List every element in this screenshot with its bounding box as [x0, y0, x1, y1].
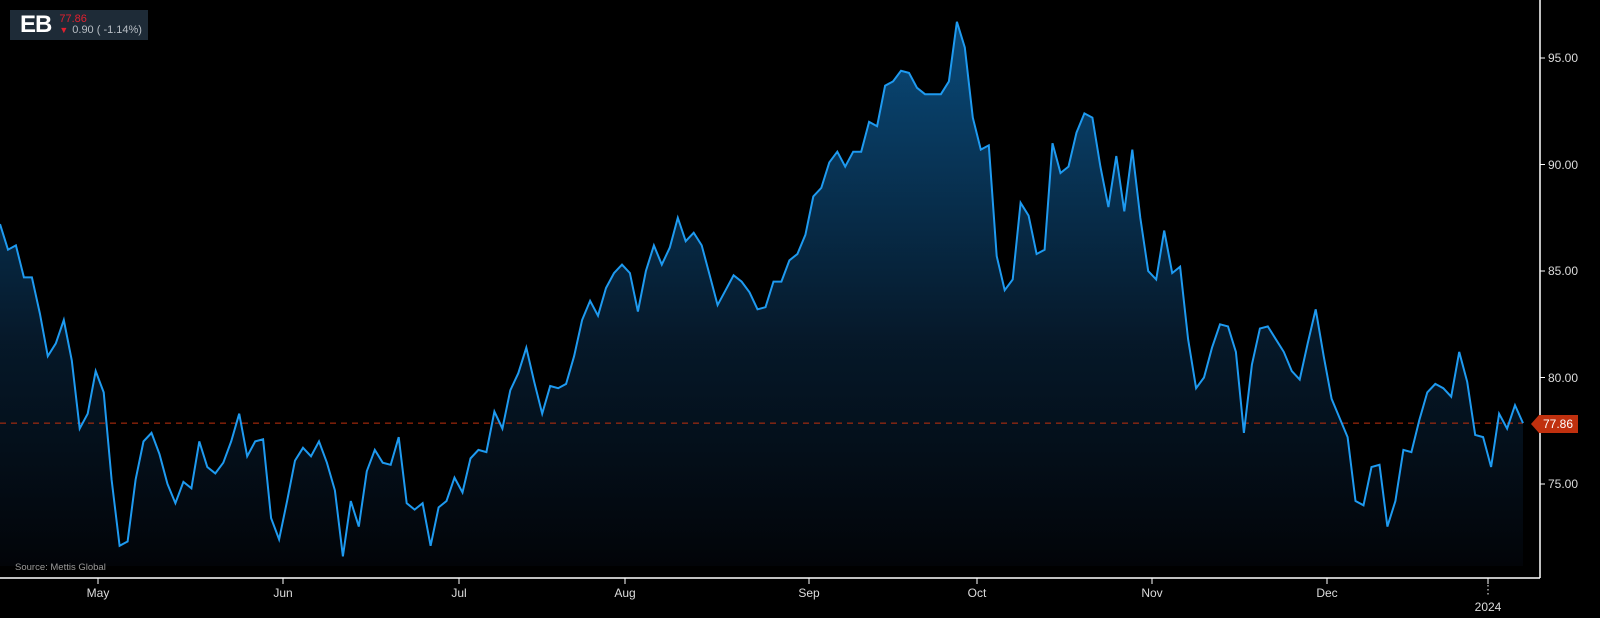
price-area-fill [0, 21, 1523, 567]
x-tick-label: Dec [1316, 586, 1338, 600]
y-axis-ticks [1540, 57, 1545, 485]
down-arrow-icon: ▼ [59, 25, 69, 35]
y-tick-label: 75.00 [1548, 477, 1579, 491]
ticker-symbol: EB [20, 11, 52, 38]
x-tick-label: Jun [273, 586, 293, 600]
source-credit: Source: Mettis Global [15, 562, 106, 573]
ticker-change: ▼ 0.90 ( -1.14%) [59, 25, 142, 36]
x-tick-label: Jul [451, 586, 467, 600]
y-tick-label: 80.00 [1548, 370, 1579, 385]
y-tick-label: 85.00 [1548, 264, 1579, 278]
x-tick-label: Sep [798, 586, 820, 600]
ticker-badge: EB 77.86 ▼ 0.90 ( -1.14%) [10, 10, 148, 40]
y-tick-label: 95.00 [1548, 51, 1579, 65]
ticker-change-value: 0.90 ( -1.14%) [72, 24, 142, 36]
x-tick-label: May [86, 586, 110, 600]
x-tick-label: Aug [614, 586, 636, 600]
ticker-info: 77.86 ▼ 0.90 ( -1.14%) [59, 14, 142, 36]
price-line [0, 21, 1524, 557]
y-tick-label: 90.00 [1548, 157, 1579, 172]
x-axis-ticks [97, 578, 1489, 597]
last-price-tag: 77.86 [1530, 415, 1579, 433]
x-tick-label: Nov [1141, 586, 1163, 600]
x-tick-label: Oct [967, 586, 987, 600]
ticker-price: 77.86 [59, 13, 87, 25]
x-tick-label: 2024 [1474, 600, 1502, 614]
